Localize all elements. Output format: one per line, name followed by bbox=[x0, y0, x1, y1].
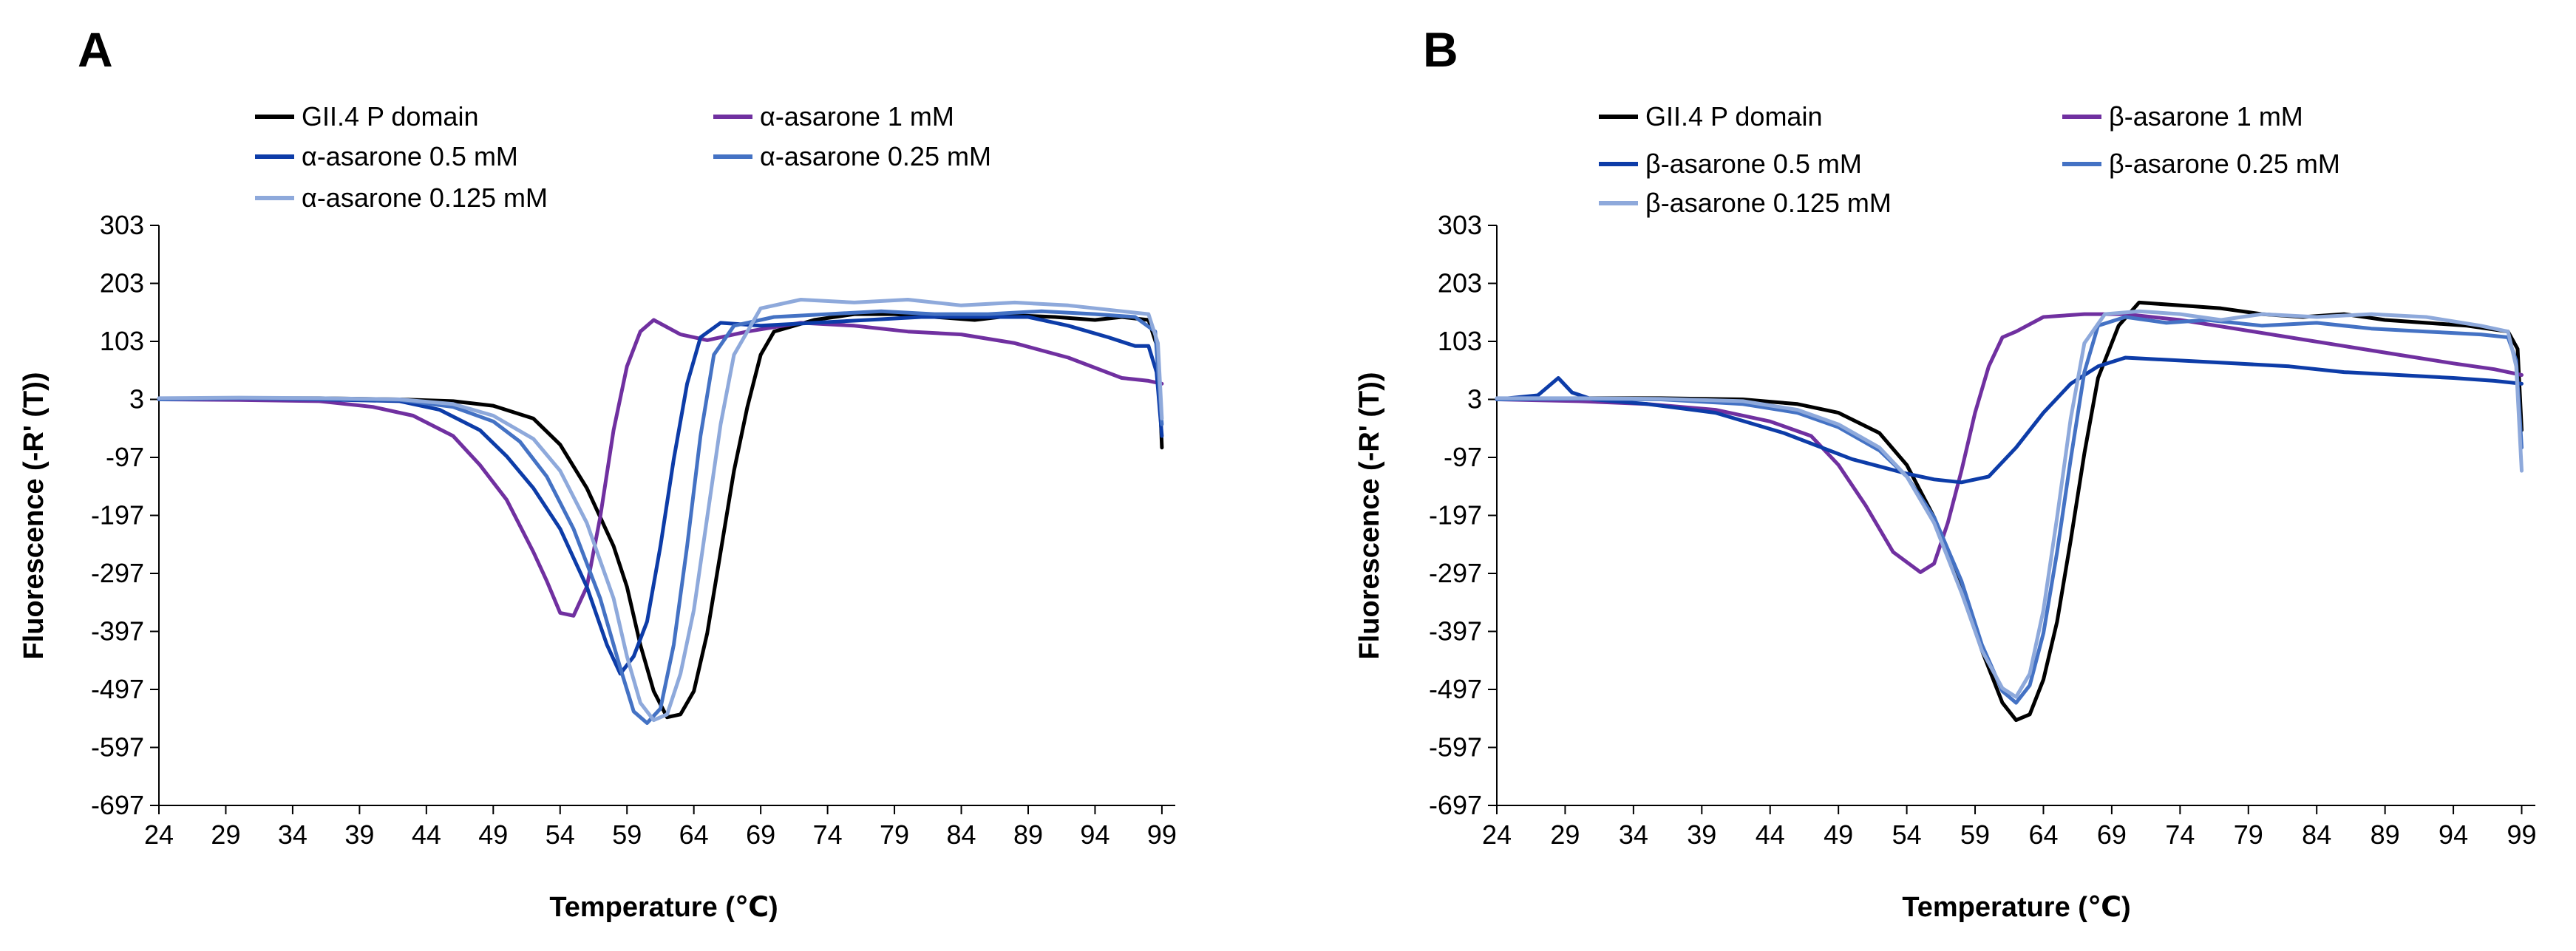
y-tick-label: 3 bbox=[129, 384, 144, 415]
x-tick-label: 24 bbox=[1482, 819, 1512, 850]
legend-item: GII.4 P domain bbox=[255, 101, 478, 132]
y-tick-label: -697 bbox=[91, 790, 144, 820]
legend-item: β-asarone 0.25 mM bbox=[2062, 149, 2340, 179]
y-tick-label: -597 bbox=[1429, 732, 1482, 763]
x-tick-label: 84 bbox=[2302, 819, 2331, 850]
legend-item: β-asarone 0.5 mM bbox=[1599, 149, 1862, 179]
y-tick-label: -697 bbox=[1429, 790, 1482, 820]
legend-item: β-asarone 0.125 mM bbox=[1599, 188, 1892, 218]
panel-label-b: B bbox=[1423, 22, 1458, 77]
legend-label: α-asarone 1 mM bbox=[760, 101, 954, 132]
x-tick-label: 54 bbox=[546, 819, 575, 850]
x-tick-label: 64 bbox=[2028, 819, 2058, 850]
x-tick-label: 59 bbox=[612, 819, 642, 850]
x-tick-label: 89 bbox=[1013, 819, 1043, 850]
legend-item: α-asarone 1 mM bbox=[713, 101, 954, 132]
x-tick-label: 34 bbox=[278, 819, 307, 850]
legend-label: GII.4 P domain bbox=[1645, 101, 1822, 132]
y-tick-label: 303 bbox=[100, 210, 144, 240]
x-tick-label: 29 bbox=[1550, 819, 1580, 850]
x-tick-label: 39 bbox=[1687, 819, 1716, 850]
x-tick-label: 69 bbox=[2097, 819, 2127, 850]
y-tick-label: -97 bbox=[1444, 442, 1482, 472]
series-line-5 bbox=[157, 298, 1164, 723]
x-tick-label: 49 bbox=[478, 819, 508, 850]
x-tick-label: 69 bbox=[746, 819, 775, 850]
legend-label: GII.4 P domain bbox=[302, 101, 478, 132]
legend-item: β-asarone 1 mM bbox=[2062, 101, 2303, 132]
x-tick-label: 24 bbox=[144, 819, 174, 850]
y-tick-label: 103 bbox=[1438, 326, 1482, 356]
legend-label: β-asarone 0.5 mM bbox=[1645, 149, 1862, 179]
x-tick-label: 49 bbox=[1824, 819, 1853, 850]
x-tick-label: 59 bbox=[1960, 819, 1990, 850]
series-line-4 bbox=[157, 309, 1164, 725]
x-tick-label: 94 bbox=[1080, 819, 1109, 850]
x-tick-label: 39 bbox=[344, 819, 374, 850]
legend-item: GII.4 P domain bbox=[1599, 101, 1822, 132]
series-line-1 bbox=[1495, 300, 2524, 723]
y-tick-label: -297 bbox=[1429, 558, 1482, 588]
legend-label: β-asarone 1 mM bbox=[2109, 101, 2303, 132]
x-tick-label: 99 bbox=[1147, 819, 1177, 850]
x-tick-label: 94 bbox=[2439, 819, 2468, 850]
x-tick-label: 79 bbox=[880, 819, 909, 850]
x-axis-title: Temperature (℃) bbox=[549, 892, 778, 923]
y-tick-label: -397 bbox=[1429, 616, 1482, 647]
series-line-2 bbox=[1495, 312, 2524, 574]
chart-panel-a: A GII.4 P domain α-asarone 1 mM α-asaron… bbox=[18, 22, 1177, 923]
y-tick-label: -297 bbox=[91, 558, 144, 588]
y-axis-title: Fluorescence (-R' (T)) bbox=[1354, 372, 1385, 659]
y-tick-label: -497 bbox=[1429, 674, 1482, 704]
y-axis-title: Fluorescence (-R' (T)) bbox=[18, 372, 50, 659]
y-tick-label: 303 bbox=[1438, 210, 1482, 240]
x-tick-label: 54 bbox=[1892, 819, 1922, 850]
x-tick-label: 99 bbox=[2507, 819, 2536, 850]
x-axis-title: Temperature (℃) bbox=[1902, 892, 2130, 923]
legend-label: α-asarone 0.5 mM bbox=[302, 141, 518, 171]
legend-label: α-asarone 0.125 mM bbox=[302, 183, 548, 213]
x-tick-label: 74 bbox=[813, 819, 843, 850]
x-tick-label: 44 bbox=[1756, 819, 1785, 850]
x-tick-label: 79 bbox=[2234, 819, 2263, 850]
panel-label-a: A bbox=[78, 22, 113, 77]
legend-label: β-asarone 0.125 mM bbox=[1645, 188, 1892, 218]
y-tick-label: 203 bbox=[100, 268, 144, 299]
series-line-5 bbox=[1495, 309, 2524, 699]
legend-item: α-asarone 0.5 mM bbox=[255, 141, 518, 171]
y-tick-label: -397 bbox=[91, 616, 144, 647]
x-tick-label: 64 bbox=[679, 819, 709, 850]
y-tick-label: -197 bbox=[91, 500, 144, 531]
x-tick-label: 29 bbox=[211, 819, 240, 850]
y-tick-label: 203 bbox=[1438, 268, 1482, 299]
legend-a: GII.4 P domain α-asarone 1 mM α-asarone … bbox=[255, 101, 991, 213]
x-tick-label: 74 bbox=[2165, 819, 2195, 850]
y-tick-label: 3 bbox=[1467, 384, 1482, 415]
y-tick-label: 103 bbox=[100, 326, 144, 356]
series-line-3 bbox=[157, 315, 1164, 676]
y-tick-label: -97 bbox=[106, 442, 144, 472]
legend-item: α-asarone 0.125 mM bbox=[255, 183, 548, 213]
chart-panel-b: B GII.4 P domain β-asarone 1 mM β-asaron… bbox=[1354, 22, 2537, 923]
x-axis-b: Temperature (℃) bbox=[1497, 805, 2535, 923]
x-axis-a: Temperature (℃) bbox=[159, 805, 1175, 923]
x-tick-label: 84 bbox=[947, 819, 976, 850]
series-line-4 bbox=[1495, 315, 2524, 705]
series-line-1 bbox=[157, 312, 1164, 720]
legend-b: GII.4 P domain β-asarone 1 mM β-asarone … bbox=[1599, 101, 2340, 218]
legend-label: α-asarone 0.25 mM bbox=[760, 141, 991, 171]
y-tick-label: -497 bbox=[91, 674, 144, 704]
y-tick-label: -197 bbox=[1429, 500, 1482, 531]
series-line-2 bbox=[157, 318, 1164, 618]
x-tick-label: 89 bbox=[2371, 819, 2400, 850]
legend-label: β-asarone 0.25 mM bbox=[2109, 149, 2340, 179]
legend-item: α-asarone 0.25 mM bbox=[713, 141, 991, 171]
y-tick-label: -597 bbox=[91, 732, 144, 763]
x-tick-label: 44 bbox=[412, 819, 441, 850]
x-tick-label: 34 bbox=[1619, 819, 1648, 850]
